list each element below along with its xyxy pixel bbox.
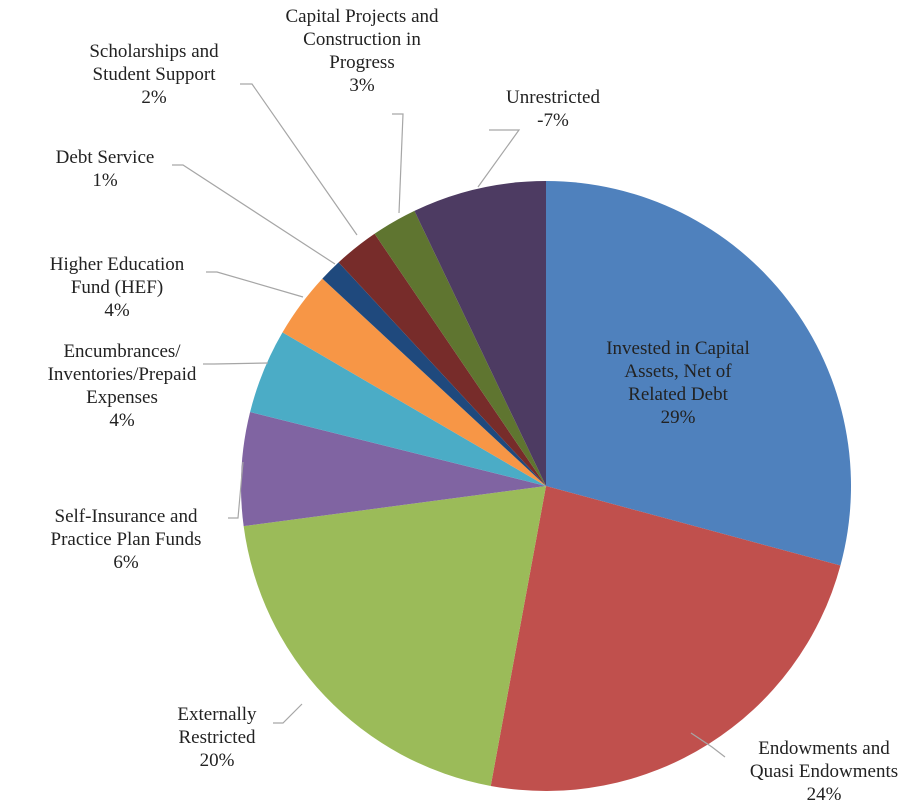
- leader-line-6: [172, 164, 336, 265]
- slice-name-label-line: Progress: [329, 52, 394, 73]
- slice-value-label: -7%: [537, 110, 569, 131]
- leader-line-8: [392, 113, 404, 214]
- slice-name-label-line: Construction in: [303, 29, 421, 50]
- pie-slice-2: [243, 486, 546, 786]
- slice-label-9: Unrestricted -7%: [506, 87, 600, 131]
- slice-name-label-line: Fund (HEF): [71, 277, 163, 298]
- slice-label-8: Capital Projects and Construction in Progr…: [285, 6, 439, 96]
- slice-value-label: 2%: [141, 87, 167, 108]
- slice-value-label: 4%: [104, 300, 130, 321]
- pie-slice-0: [546, 181, 851, 566]
- slice-label-1: Endowments and Quasi Endowments 24%: [750, 738, 898, 805]
- slice-label-4: Encumbrances/Inventories/Prepaid Expenses…: [48, 341, 197, 431]
- slice-name-label-line: Quasi Endowments: [750, 761, 898, 782]
- slice-name-label-line: Scholarships and: [89, 41, 219, 62]
- slice-label-5: Higher Education Fund (HEF) 4%: [50, 254, 185, 321]
- slice-label-6: Debt Service 1%: [56, 147, 155, 191]
- slice-name-label-line: Inventories/Prepaid: [48, 364, 197, 385]
- pie-slice-9: [414, 181, 546, 486]
- pie-slice-6: [322, 262, 546, 486]
- leader-line-4: [203, 362, 269, 365]
- slice-value-label: 4%: [109, 410, 135, 431]
- slice-name-label-line: Self-Insurance and: [55, 506, 198, 527]
- slice-value-label: 20%: [200, 750, 235, 771]
- slice-labels: Invested in Capital Assets, Net of Related…: [48, 6, 899, 805]
- slice-name-label-line: Capital Projects and: [285, 6, 439, 27]
- leader-line-5: [206, 271, 304, 298]
- slice-name-label-line: Practice Plan Funds: [51, 529, 202, 550]
- slice-name-label-line: Assets, Net of: [624, 361, 732, 382]
- slice-name-label-line: Related Debt: [628, 384, 728, 405]
- leader-line-7: [240, 83, 358, 236]
- pie-slice-8: [374, 210, 546, 486]
- slice-value-label: 1%: [92, 170, 118, 191]
- slice-name-label-line: Externally: [177, 704, 257, 725]
- leader-line-9: [477, 129, 521, 188]
- pie-slice-7: [338, 233, 546, 486]
- slice-label-2: Externally Restricted 20%: [177, 704, 257, 771]
- slice-name-label-line: Higher Education: [50, 254, 185, 275]
- pie-slice-5: [282, 278, 546, 486]
- slice-name-label-line: Student Support: [93, 64, 217, 85]
- slice-name-label-line: Endowments and: [758, 738, 890, 759]
- leader-lines: [172, 83, 726, 758]
- slice-name-label-line: Invested in Capital: [606, 338, 750, 359]
- slice-name-label-line: Restricted: [178, 727, 256, 748]
- slice-name-label-line: Unrestricted: [506, 87, 600, 108]
- pie-slice-1: [490, 486, 841, 791]
- slice-value-label: 3%: [349, 75, 375, 96]
- slice-value-label: 6%: [113, 552, 139, 573]
- slice-value-label: 24%: [807, 784, 842, 805]
- pie-slices: [240, 181, 851, 791]
- slice-value-label: 29%: [661, 407, 696, 428]
- leader-line-2: [273, 703, 303, 724]
- slice-name-label-line: Debt Service: [56, 147, 155, 168]
- leader-line-1: [690, 732, 726, 758]
- pie-slice-4: [250, 332, 547, 486]
- slice-name-label-line: Encumbrances/: [63, 341, 181, 362]
- slice-label-3: Self-Insurance and Practice Plan Funds 6%: [51, 506, 202, 573]
- slice-label-7: Scholarships and Student Support 2%: [89, 41, 219, 108]
- slice-name-label-line: Expenses: [86, 387, 158, 408]
- slice-label-0: Invested in Capital Assets, Net of Related…: [606, 338, 750, 428]
- pie-slice-3: [240, 412, 546, 527]
- leader-line-3: [228, 461, 244, 519]
